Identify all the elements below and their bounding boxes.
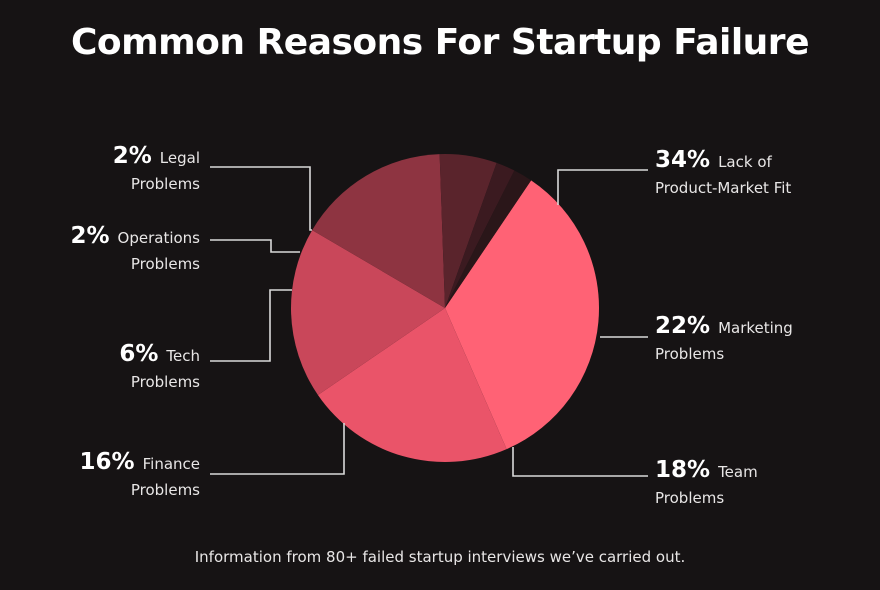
text-legal-1: Legal xyxy=(159,149,200,167)
leader-line-lack-of-pmf xyxy=(557,169,648,205)
chart-title: Common Reasons For Startup Failure xyxy=(71,22,809,63)
pie-slice-6 xyxy=(445,170,532,308)
text-marketing-2: Problems xyxy=(655,345,725,363)
pie-slice-1 xyxy=(317,308,507,462)
pct-team: 18% xyxy=(655,457,711,483)
text-finance-2: Problems xyxy=(130,481,200,499)
text-operations-1: Operations xyxy=(117,229,200,247)
leader-line-finance xyxy=(210,423,345,475)
pie-slice-2 xyxy=(290,230,445,395)
pie-slice-4 xyxy=(439,153,497,308)
label-team: 18% Team Problems xyxy=(655,457,758,511)
text-finance-1: Finance xyxy=(142,455,200,473)
pct-finance: 16% xyxy=(79,449,135,475)
text-operations-2: Problems xyxy=(130,255,200,273)
label-finance: 16% Finance Problems xyxy=(80,449,200,503)
footnote: Information from 80+ failed startup inte… xyxy=(194,548,686,566)
text-lack-of-pmf-2: Product-Market Fit xyxy=(655,179,792,197)
pie-slice-5 xyxy=(445,162,515,308)
pct-operations: 2% xyxy=(70,223,110,249)
pct-marketing: 22% xyxy=(655,313,711,339)
pie-slice-3 xyxy=(312,154,445,308)
text-team-1: Team xyxy=(718,463,758,481)
text-marketing-1: Marketing xyxy=(718,319,793,337)
label-marketing: 22% Marketing Problems xyxy=(655,313,793,367)
pct-lack-of-pmf: 34% xyxy=(655,147,711,173)
leader-line-operations xyxy=(210,239,300,253)
text-team-2: Problems xyxy=(655,489,725,507)
pct-tech: 6% xyxy=(119,341,159,367)
text-legal-2: Problems xyxy=(130,175,200,193)
label-lack-of-pmf: 34% Lack of Product-Market Fit xyxy=(655,147,791,201)
label-tech: 6% Tech Problems xyxy=(119,341,200,395)
leader-line-legal xyxy=(210,166,312,231)
leader-line-tech xyxy=(210,289,292,362)
label-legal: 2% Legal Problems xyxy=(113,143,200,197)
pct-legal: 2% xyxy=(112,143,152,169)
text-lack-of-pmf-1: Lack of xyxy=(718,153,772,171)
label-operations: 2% Operations Problems xyxy=(70,223,200,277)
leader-line-team xyxy=(512,447,648,477)
text-tech-1: Tech xyxy=(166,347,200,365)
pie-slice-0 xyxy=(445,180,599,450)
text-tech-2: Problems xyxy=(130,373,200,391)
